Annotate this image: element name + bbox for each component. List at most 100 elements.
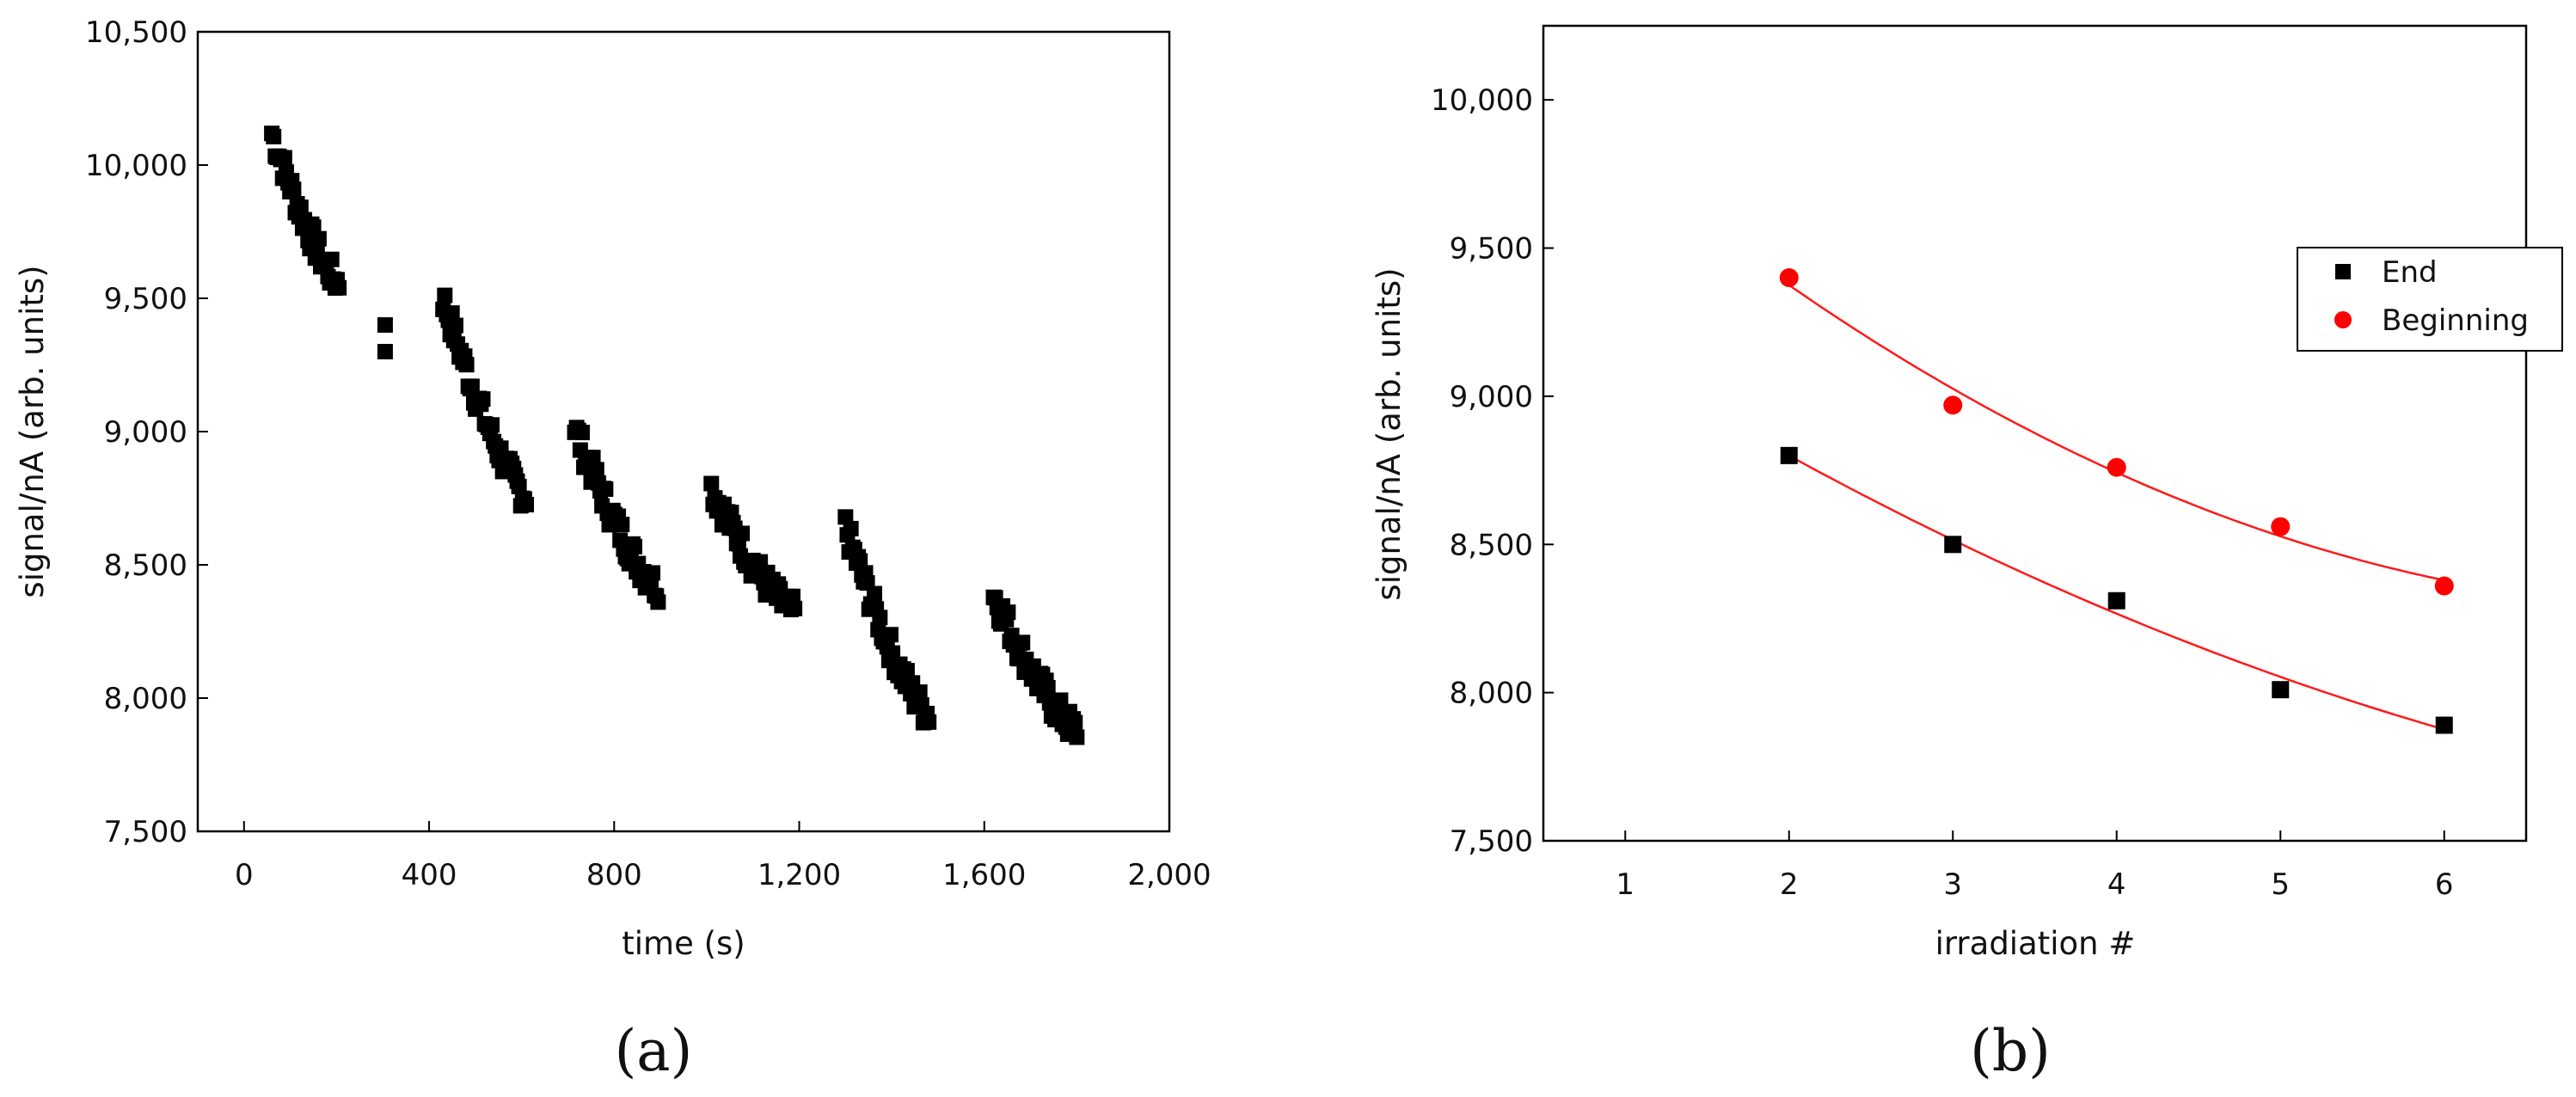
chart-a-x-tick-label: 1,600 xyxy=(942,858,1026,892)
chart-a-data-point xyxy=(1015,634,1031,651)
chart-a-y-tick-label: 8,000 xyxy=(104,682,187,716)
chart-a-data-point xyxy=(444,305,460,322)
chart-b-x-axis-title: irradiation # xyxy=(1935,925,2136,962)
chart-a-y-tick-label: 9,500 xyxy=(104,282,187,316)
chart-a-data-point xyxy=(1040,679,1056,696)
chart-b-point-end xyxy=(2272,681,2290,699)
chart-a-data-point xyxy=(292,199,309,216)
chart-a-data-point xyxy=(447,317,463,334)
chart-b-x-tick-label: 6 xyxy=(2435,867,2454,902)
chart-a-data-point xyxy=(882,627,899,643)
chart-b-y-tick-label: 9,000 xyxy=(1450,380,1533,414)
chart-a-data-point xyxy=(852,553,868,569)
chart-a-data-point xyxy=(377,317,393,333)
chart-a-data-point xyxy=(843,520,859,536)
chart-a-data-point xyxy=(475,391,491,408)
chart-b-panel-label: (b) xyxy=(1970,1018,2051,1084)
chart-a-plot-frame xyxy=(196,30,1171,833)
chart-a-x-tick-label: 2,000 xyxy=(1127,858,1211,892)
chart-a-data-point xyxy=(276,150,292,166)
chart-b-x-tick-label: 4 xyxy=(2107,867,2126,902)
chart-b-ticks xyxy=(1543,99,2445,842)
chart-b-plot-frame xyxy=(1542,24,2528,843)
chart-a-data-point xyxy=(598,481,614,497)
chart-a-data-point xyxy=(867,585,883,602)
chart-b-point-end xyxy=(1944,536,1962,554)
chart-a-data-point xyxy=(573,425,590,441)
chart-a-x-tick-label: 0 xyxy=(235,858,254,892)
chart-a-data-point xyxy=(921,714,937,730)
chart-a-data-point xyxy=(837,509,854,525)
chart-b-fit-curves xyxy=(1788,284,2445,731)
chart-a-data-point xyxy=(1067,714,1083,731)
chart-a-x-tick-label: 400 xyxy=(402,858,457,892)
chart-a-x-axis-title: time (s) xyxy=(622,925,745,962)
chart-a-y-tick-label: 8,500 xyxy=(104,548,187,583)
chart-b-point-end xyxy=(2107,591,2125,610)
chart-a-data-points xyxy=(264,126,1085,745)
chart-b-y-tick-label: 8,500 xyxy=(1450,528,1533,562)
chart-b-legend: End Beginning xyxy=(2297,247,2563,352)
chart-a-x-tick-label: 800 xyxy=(586,858,642,892)
chart-a-data-point xyxy=(437,287,453,303)
chart-a-data-point xyxy=(323,251,340,267)
chart-b-y-axis-title: signal/nA (arb. units) xyxy=(1371,267,1408,600)
chart-a-data-point xyxy=(518,496,535,512)
chart-b-x-tick-label: 2 xyxy=(1780,867,1799,902)
chart-a-data-point xyxy=(1069,729,1085,745)
chart-b-point-end xyxy=(1780,446,1798,464)
chart-b-x-tick-label: 1 xyxy=(1616,867,1635,902)
chart-a-data-point xyxy=(627,538,643,555)
chart-a-data-point xyxy=(787,600,803,616)
chart-a-data-point xyxy=(899,663,915,679)
chart-a-data-point xyxy=(785,588,801,604)
chart-b-data-points xyxy=(1779,268,2454,734)
chart-a-data-point xyxy=(1000,604,1016,621)
chart-a-data-point xyxy=(734,525,751,542)
chart-a-data-point xyxy=(463,378,480,395)
chart-a-data-point xyxy=(458,357,475,373)
legend-beginning-label: Beginning xyxy=(2382,303,2529,338)
chart-b-y-tick-label: 9,500 xyxy=(1450,232,1533,267)
chart-a-data-point xyxy=(585,450,601,466)
chart-a-data-point xyxy=(703,475,720,492)
chart-b-point-beginning xyxy=(2271,517,2291,536)
chart-b-tick-labels: 1 2 3 4 5 6 7,500 8,000 8,500 9,000 9,500 10,000 xyxy=(1431,83,2454,902)
chart-a-data-point xyxy=(872,610,888,626)
chart-a-data-point xyxy=(331,279,347,296)
chart-a-data-point xyxy=(266,128,282,144)
chart-a-data-point xyxy=(645,565,661,581)
chart-b-y-tick-label: 10,000 xyxy=(1431,83,1533,118)
chart-b-y-tick-label: 8,000 xyxy=(1450,677,1533,711)
chart-a-data-point xyxy=(511,478,527,494)
chart-a-tick-labels: 0 400 800 1,200 1,600 2,000 7,500 8,000 8,500 9,0… xyxy=(85,15,1211,892)
chart-a-y-axis-title: signal/nA (arb. units) xyxy=(14,265,51,598)
chart-a-y-tick-label: 9,000 xyxy=(104,415,187,450)
chart-b-point-beginning xyxy=(1943,395,1963,415)
chart-b: 1 2 3 4 5 6 7,500 8,000 8,500 9,000 9,500 10,000 ir… xyxy=(1371,24,2563,1084)
chart-a-data-point xyxy=(650,594,666,610)
legend-beginning-marker xyxy=(2334,311,2352,328)
chart-a-data-point xyxy=(310,230,327,247)
chart-a-data-point xyxy=(305,219,322,236)
legend-end-label: End xyxy=(2382,255,2438,290)
chart-a: 0 400 800 1,200 1,600 2,000 7,500 8,000 8,500 9,0… xyxy=(14,15,1211,1084)
chart-b-point-beginning xyxy=(1779,268,1799,288)
chart-a-y-tick-label: 10,500 xyxy=(85,15,187,50)
chart-a-data-point xyxy=(377,344,393,359)
chart-a-x-tick-label: 1,200 xyxy=(757,858,841,892)
chart-b-point-beginning xyxy=(2107,457,2126,477)
chart-b-point-end xyxy=(2435,716,2453,734)
chart-b-point-beginning xyxy=(2434,576,2454,596)
chart-b-x-tick-label: 5 xyxy=(2271,867,2290,902)
chart-b-fit-curve-end xyxy=(1788,454,2445,731)
chart-a-ticks xyxy=(198,31,1170,832)
chart-a-data-point xyxy=(911,684,928,701)
chart-a-y-tick-label: 10,000 xyxy=(85,149,187,183)
chart-b-x-tick-label: 3 xyxy=(1943,867,1962,902)
chart-a-data-point xyxy=(484,417,500,433)
chart-a-data-point xyxy=(285,181,302,198)
chart-a-y-tick-label: 7,500 xyxy=(104,815,187,849)
chart-a-data-point xyxy=(614,517,630,533)
